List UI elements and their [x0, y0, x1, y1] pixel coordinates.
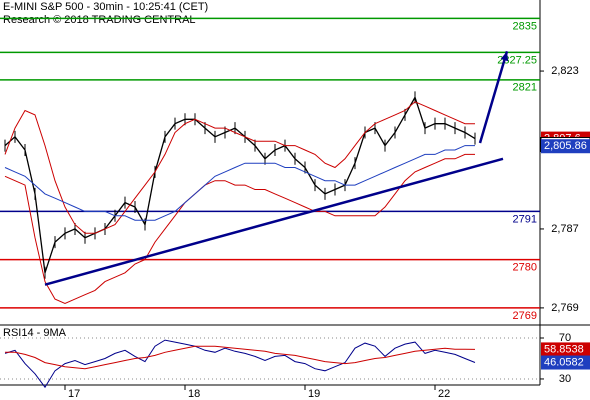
y-tick-label: 2,787: [551, 223, 579, 235]
y-tick-label: 2,769: [551, 302, 579, 314]
x-tick-label: 18: [188, 388, 200, 400]
arrow: [478, 50, 509, 144]
trendline: [44, 157, 504, 286]
series-line: [4, 153, 475, 305]
chart-subtitle: Research © 2018 TRADING CENTRAL: [3, 14, 196, 26]
rsi-title: RSI14 - 9MA: [3, 327, 67, 339]
series-line: [4, 145, 475, 221]
x-tick-label: 19: [308, 388, 320, 400]
price-tag: [541, 342, 590, 357]
y-tick-label: 70: [559, 332, 571, 344]
level-label: 2835: [513, 20, 537, 32]
price-tag: [541, 355, 590, 370]
x-tick-label: 17: [68, 388, 80, 400]
price-tag-label: 46.0582: [544, 356, 584, 368]
price-tag-label: 2,805.86: [544, 140, 587, 152]
chart-title: E-MINI S&P 500 - 30min - 10:25:41 (CET): [3, 1, 208, 13]
series-line: [4, 339, 476, 389]
price-tag-label: 58.8538: [544, 343, 584, 355]
y-tick-label: 30: [559, 373, 571, 385]
x-tick-label: 22: [438, 388, 450, 400]
level-label: 2780: [513, 262, 537, 274]
arrow-head: [500, 51, 509, 62]
series-line: [4, 95, 476, 274]
series-line: [5, 345, 476, 370]
series-line: [4, 101, 475, 234]
price-tag: [541, 139, 590, 154]
level-label: 2821: [513, 82, 537, 94]
level-label: 2827.25: [497, 54, 537, 66]
level-label: 2791: [513, 213, 537, 225]
level-label: 2769: [513, 310, 537, 322]
y-tick-label: 2,823: [551, 65, 579, 77]
